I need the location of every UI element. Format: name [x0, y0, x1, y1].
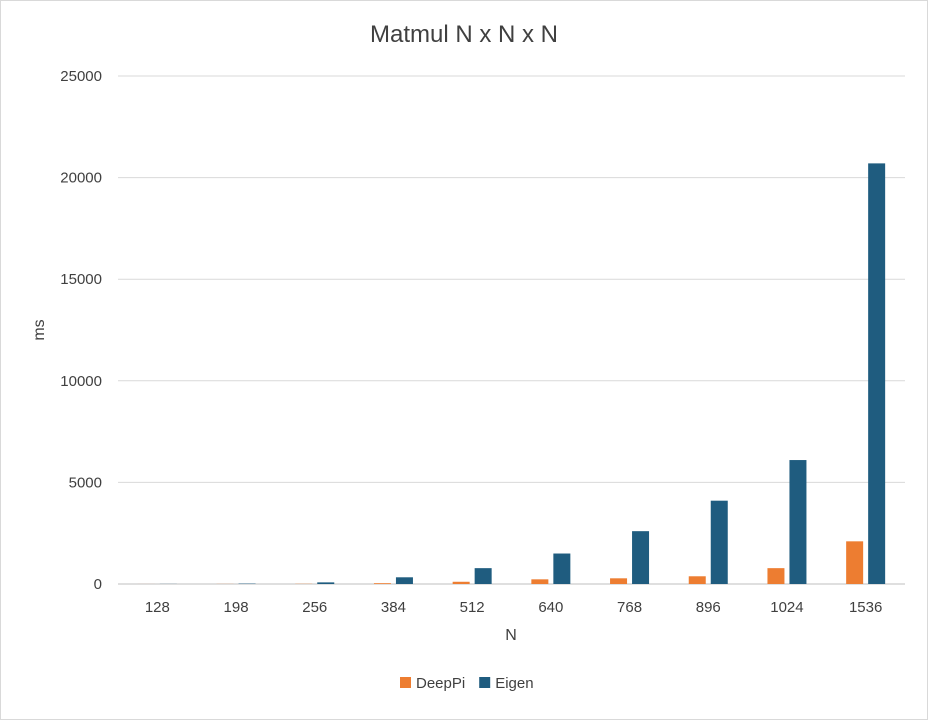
- x-tick-label: 1536: [849, 599, 882, 616]
- x-tick-label: 1024: [770, 599, 803, 616]
- bar-eigen-1024: [789, 460, 807, 584]
- x-tick-label: 384: [381, 599, 406, 616]
- legend-label-eigen: Eigen: [495, 675, 533, 692]
- y-tick-label: 0: [94, 576, 102, 593]
- bar-deeppi-768: [610, 578, 628, 584]
- bar-deeppi-1024: [767, 568, 785, 584]
- bar-eigen-1536: [868, 163, 886, 584]
- bar-deeppi-896: [688, 576, 706, 584]
- x-tick-label: 198: [224, 599, 249, 616]
- bar-eigen-384: [395, 577, 413, 584]
- legend-swatch-deeppi: [400, 677, 411, 688]
- bar-deeppi-512: [452, 581, 470, 584]
- bar-deeppi-640: [531, 579, 549, 584]
- x-tick-label: 768: [617, 599, 642, 616]
- bar-eigen-512: [474, 568, 492, 584]
- bar-eigen-256: [317, 582, 335, 584]
- x-axis-ticks: 128 198 256 384 512 640 768 896 1024 1536: [145, 599, 883, 616]
- bar-deeppi-384: [373, 583, 391, 584]
- y-tick-label: 15000: [60, 271, 102, 288]
- x-tick-label: 128: [145, 599, 170, 616]
- x-tick-label: 896: [696, 599, 721, 616]
- bar-deeppi-1536: [846, 541, 864, 584]
- y-axis-label: ms: [31, 319, 48, 340]
- legend: DeepPi Eigen: [400, 675, 534, 692]
- x-tick-label: 640: [538, 599, 563, 616]
- chart-title: Matmul N x N x N: [370, 21, 558, 48]
- bar-eigen-768: [632, 531, 650, 584]
- y-tick-label: 20000: [60, 170, 102, 187]
- y-axis-ticks: 0 5000 10000 15000 20000 25000: [60, 68, 102, 593]
- legend-swatch-eigen: [479, 677, 491, 688]
- bar-eigen-640: [553, 553, 571, 584]
- y-tick-label: 25000: [60, 68, 102, 85]
- y-tick-label: 5000: [69, 474, 102, 491]
- bars: [137, 163, 886, 584]
- x-tick-label: 256: [302, 599, 327, 616]
- x-axis-label: N: [505, 627, 517, 644]
- x-tick-label: 512: [460, 599, 485, 616]
- legend-label-deeppi: DeepPi: [416, 675, 465, 692]
- bar-eigen-896: [710, 500, 728, 584]
- gridlines: [118, 75, 905, 585]
- y-tick-label: 10000: [60, 373, 102, 390]
